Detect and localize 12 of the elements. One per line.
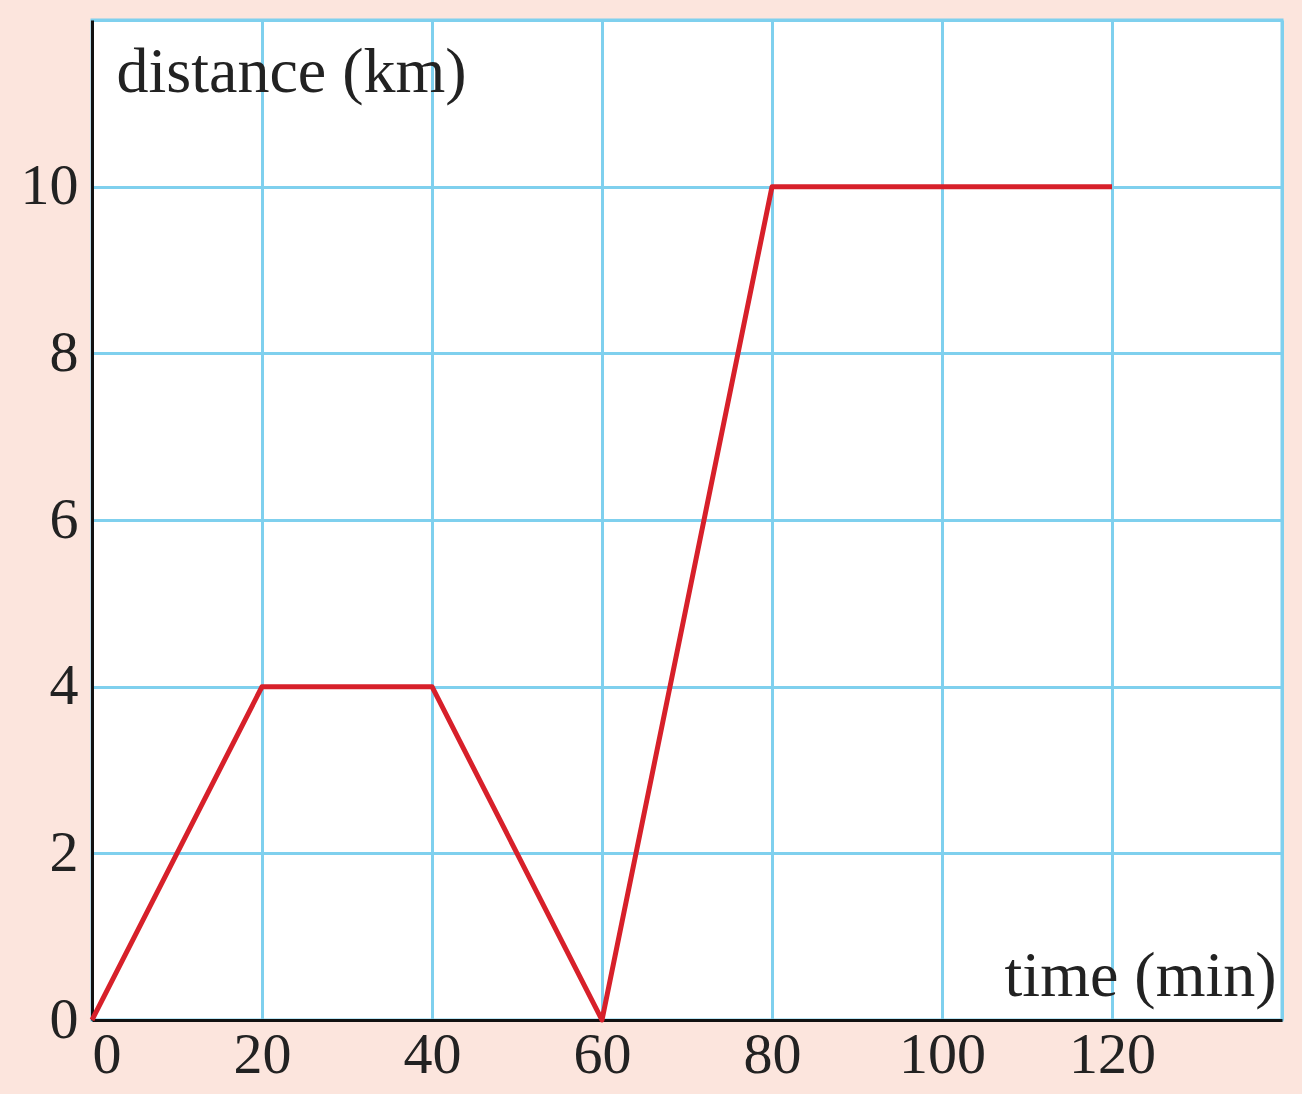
x-tick-label: 20: [233, 1020, 292, 1086]
y-tick-label: 10: [20, 152, 79, 218]
x-tick-label: 120: [1069, 1020, 1156, 1086]
x-tick-label: 80: [743, 1020, 802, 1086]
x-tick-label: 100: [899, 1020, 986, 1086]
x-tick-label: 60: [573, 1020, 632, 1086]
y-tick-label: 4: [49, 652, 79, 718]
x-tick-label: 0: [92, 1020, 122, 1086]
x-tick-label: 40: [403, 1020, 462, 1086]
y-tick-label: 2: [49, 818, 79, 884]
y-tick-label: 6: [49, 485, 79, 551]
y-tick-label: 8: [49, 318, 79, 384]
